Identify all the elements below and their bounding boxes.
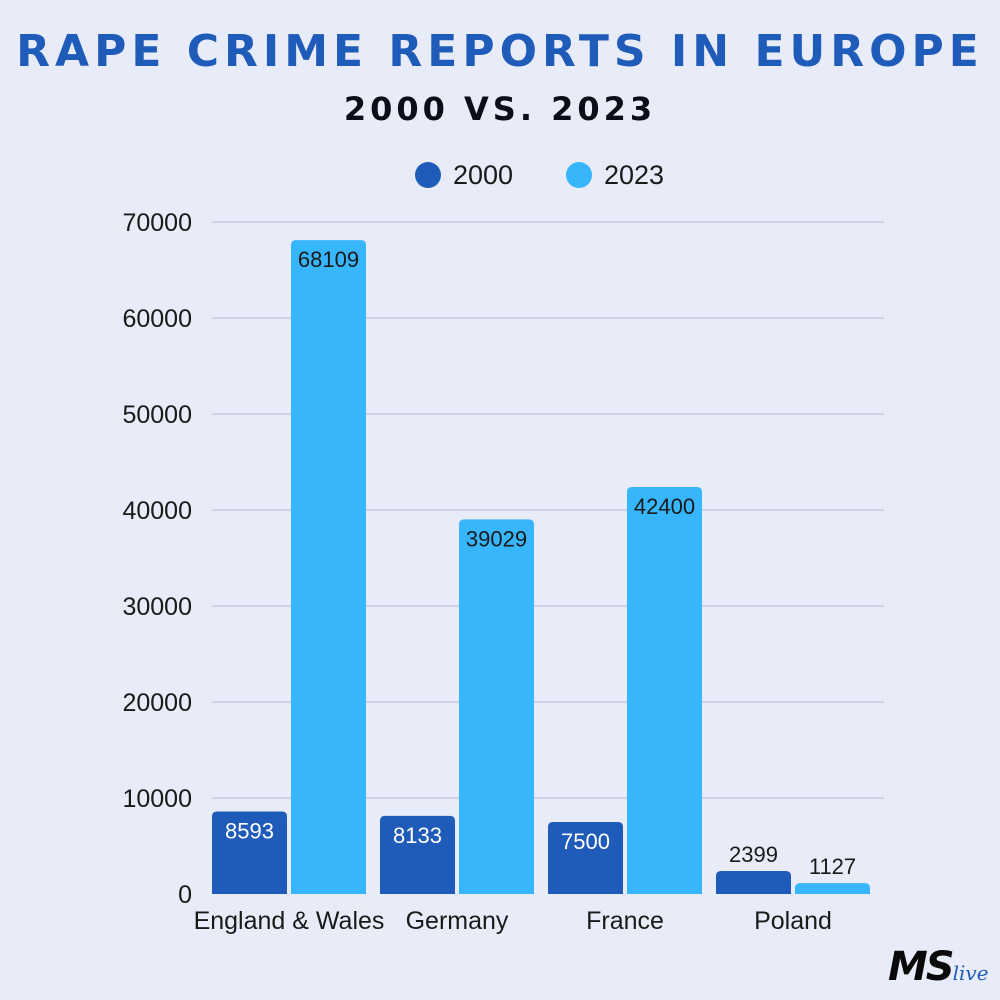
data-label: 68109 — [298, 247, 359, 272]
x-tick-label: Germany — [406, 907, 509, 935]
y-tick-label: 20000 — [122, 689, 192, 717]
x-tick-label: Poland — [754, 907, 832, 935]
data-label: 7500 — [561, 829, 610, 854]
legend-label: 2000 — [453, 160, 513, 190]
data-label: 8593 — [225, 819, 274, 844]
data-label: 8133 — [393, 823, 442, 848]
bar-2023 — [795, 883, 870, 894]
y-tick-label: 40000 — [122, 497, 192, 525]
data-label: 39029 — [466, 526, 527, 551]
y-tick-label: 70000 — [122, 209, 192, 237]
legend-marker-2000 — [415, 162, 441, 188]
bar-2023 — [459, 519, 534, 894]
y-tick-label: 60000 — [122, 305, 192, 333]
bar-2000 — [716, 870, 791, 894]
y-tick-label: 30000 — [122, 593, 192, 621]
legend-label: 2023 — [604, 160, 664, 190]
data-label: 1127 — [809, 854, 856, 879]
y-tick-label: 10000 — [122, 785, 192, 813]
y-tick-label: 50000 — [122, 401, 192, 429]
bar-2000 — [212, 811, 287, 894]
x-tick-label: England & Wales — [194, 907, 385, 935]
chart-subtitle: 2000 VS. 2023 — [343, 90, 657, 128]
y-tick-label: 0 — [178, 881, 192, 909]
ms-live-logo: MSlive — [888, 944, 989, 990]
legend-marker-2023 — [566, 162, 592, 188]
bar-2023 — [627, 486, 702, 894]
x-tick-label: France — [586, 907, 664, 935]
bar-2000 — [548, 822, 623, 894]
chart-title: RAPE CRIME REPORTS IN EUROPE — [16, 26, 984, 77]
bar-2023 — [291, 240, 366, 895]
bar-2000 — [380, 815, 455, 894]
data-label: 42400 — [634, 494, 695, 519]
data-label: 2399 — [729, 842, 778, 867]
